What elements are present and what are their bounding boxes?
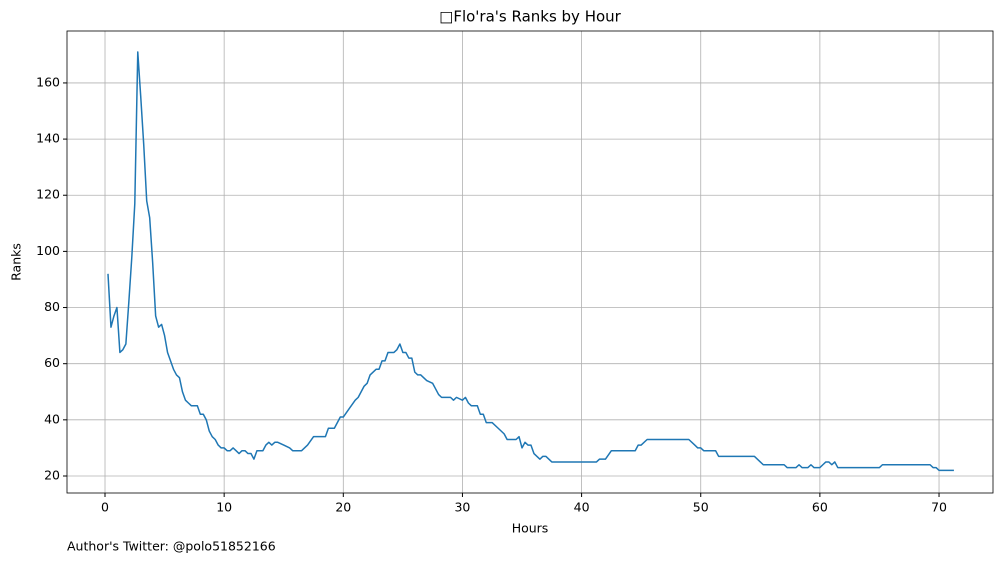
y-tick-label: 100 [36, 243, 60, 258]
x-tick-label: 30 [454, 500, 470, 515]
y-tick-label: 80 [44, 299, 60, 314]
x-tick-label: 10 [216, 500, 232, 515]
line-series [107, 51, 954, 472]
annotation: Author's Twitter: @polo51852166 [67, 539, 276, 554]
x-tick-label: 50 [693, 500, 709, 515]
chart-title: □Flo'ra's Ranks by Hour [439, 8, 622, 26]
y-axis-label: Ranks [9, 243, 24, 281]
y-tick-label: 20 [44, 467, 60, 482]
y-tick-label: 160 [36, 74, 60, 89]
x-tick-label: 20 [335, 500, 351, 515]
y-tick-label: 140 [36, 131, 60, 146]
x-axis-label: Hours [512, 521, 549, 536]
y-tick-label: 120 [36, 187, 60, 202]
y-tick-label: 40 [44, 411, 60, 426]
x-tick-label: 70 [931, 500, 947, 515]
x-tick-label: 0 [101, 500, 109, 515]
plot-frame [66, 30, 994, 494]
y-tick-label: 60 [44, 355, 60, 370]
x-tick-label: 60 [812, 500, 828, 515]
x-tick-label: 40 [574, 500, 590, 515]
